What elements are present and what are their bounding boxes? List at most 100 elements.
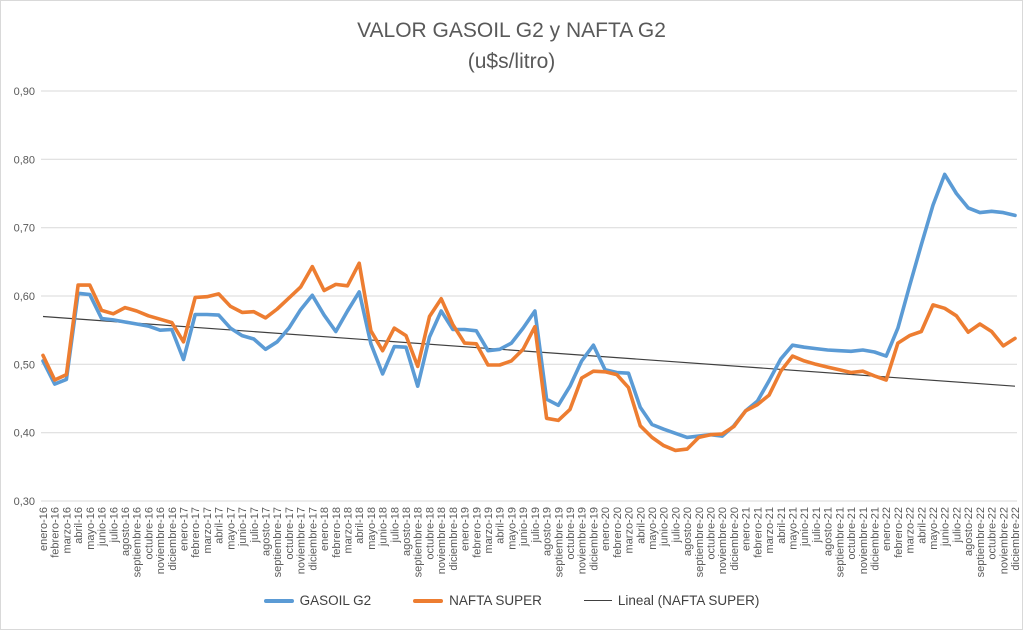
x-tick-label: mayo-17 (225, 507, 237, 550)
trendline-nafta-super[interactable] (42, 315, 1016, 387)
x-tick-label: febrero-18 (331, 507, 343, 558)
x-tick-label: octubre-22 (987, 507, 999, 560)
x-tick-label: septiembre-21 (834, 507, 846, 577)
y-tick-label: 0,60 (14, 291, 35, 303)
x-tick-label: diciembre-22 (1010, 507, 1022, 571)
x-tick-label: noviembre-22 (998, 507, 1010, 574)
x-tick-label: diciembre-18 (448, 507, 460, 571)
y-tick-label: 0,80 (14, 154, 35, 166)
legend-item-gasoil[interactable]: GASOIL G2 (263, 593, 372, 608)
x-tick-label: enero-20 (600, 507, 612, 551)
x-tick-label: junio-21 (799, 507, 811, 547)
x-tick-label: junio-18 (378, 507, 390, 547)
x-tick-label: abril-18 (354, 507, 366, 544)
x-tick-label: noviembre-16 (155, 507, 167, 574)
y-tick-label: 0,90 (14, 86, 35, 98)
x-tick-label: octubre-17 (284, 507, 296, 560)
x-tick-label: abril-19 (495, 507, 507, 544)
y-tick-label: 0,50 (14, 359, 35, 371)
x-tick-label: marzo-20 (624, 507, 636, 553)
x-tick-label: abril-22 (916, 507, 928, 544)
x-tick-label: agosto-16 (120, 507, 132, 556)
x-tick-label: septiembre-16 (132, 507, 144, 577)
x-tick-label: julio-22 (951, 507, 963, 543)
x-tick-label: enero-18 (319, 507, 331, 551)
x-tick-label: mayo-21 (788, 507, 800, 550)
chart-title[interactable]: VALOR GASOIL G2 y NAFTA G2 (u$s/litro) (1, 15, 1022, 77)
legend-label-gasoil: GASOIL G2 (299, 593, 372, 608)
x-tick-label: abril-17 (214, 507, 226, 544)
x-tick-label: septiembre-22 (975, 507, 987, 577)
chart-title-line1: VALOR GASOIL G2 y NAFTA G2 (357, 19, 666, 42)
x-tick-label: febrero-20 (612, 507, 624, 558)
series-gasoil-g2-line[interactable] (41, 172, 1017, 440)
x-tick-label: octubre-18 (425, 507, 437, 560)
x-tick-label: septiembre-17 (272, 507, 284, 577)
x-tick-label: agosto-20 (682, 507, 694, 556)
x-tick-label: octubre-16 (143, 507, 155, 560)
lineal-line-swatch (583, 599, 612, 602)
x-tick-label: noviembre-17 (296, 507, 308, 574)
x-tick-label: septiembre-18 (413, 507, 425, 577)
gasoil-line-swatch (263, 598, 294, 603)
x-tick-label: septiembre-19 (553, 507, 565, 577)
x-tick-label: febrero-21 (752, 507, 764, 558)
x-tick-label: noviembre-18 (436, 507, 448, 574)
x-tick-label: septiembre-20 (694, 507, 706, 577)
x-tick-label: junio-17 (237, 507, 249, 547)
x-tick-label: mayo-19 (506, 507, 518, 550)
x-tick-label: mayo-18 (366, 507, 378, 550)
legend-label-lineal: Lineal (NAFTA SUPER) (617, 593, 760, 608)
legend-item-nafta[interactable]: NAFTA SUPER (413, 593, 542, 608)
legend-item-lineal[interactable]: Lineal (NAFTA SUPER) (583, 593, 760, 608)
x-tick-label: octubre-21 (846, 507, 858, 560)
x-tick-label: marzo-22 (905, 507, 917, 553)
x-tick-label: mayo-22 (928, 507, 940, 550)
nafta-line-swatch (413, 598, 444, 603)
x-tick-label: junio-19 (518, 507, 530, 547)
legend-label-nafta: NAFTA SUPER (449, 593, 542, 608)
x-tick-label: marzo-16 (61, 507, 73, 553)
x-tick-label: noviembre-19 (577, 507, 589, 574)
x-tick-label: febrero-19 (471, 507, 483, 558)
x-tick-label: enero-22 (881, 507, 893, 551)
x-tick-label: febrero-22 (893, 507, 905, 558)
x-tick-label: agosto-22 (963, 507, 975, 556)
legend: GASOIL G2 NAFTA SUPER Lineal (NAFTA SUPE… (1, 593, 1022, 608)
x-tick-label: agosto-21 (823, 507, 835, 556)
y-tick-label: 0,40 (14, 428, 35, 440)
x-tick-label: marzo-19 (483, 507, 495, 553)
x-tick-label: abril-21 (776, 507, 788, 544)
x-tick-label: diciembre-21 (870, 507, 882, 571)
x-tick-label: agosto-18 (401, 507, 413, 556)
x-tick-label: mayo-20 (647, 507, 659, 550)
x-tick-label: marzo-17 (202, 507, 214, 553)
x-tick-label: mayo-16 (85, 507, 97, 550)
x-tick-label: enero-21 (741, 507, 753, 551)
x-tick-label: junio-20 (659, 507, 671, 547)
x-tick-label: julio-20 (670, 507, 682, 543)
chart-title-line2: (u$s/litro) (467, 50, 556, 73)
y-tick-label: 0,70 (14, 223, 35, 235)
x-tick-label: octubre-19 (565, 507, 577, 560)
x-tick-label: enero-17 (179, 507, 191, 551)
x-tick-label: julio-18 (389, 507, 401, 543)
x-tick-label: marzo-18 (343, 507, 355, 553)
x-tick-label: enero-19 (460, 507, 472, 551)
x-tick-label: agosto-19 (542, 507, 554, 556)
x-tick-label: julio-19 (530, 507, 542, 543)
x-tick-label: julio-17 (249, 507, 261, 543)
x-tick-label: julio-16 (108, 507, 120, 543)
x-tick-label: abril-20 (635, 507, 647, 544)
x-tick-label: julio-21 (811, 507, 823, 543)
x-tick-label: junio-16 (97, 507, 109, 547)
x-tick-label: febrero-17 (190, 507, 202, 558)
x-tick-label: diciembre-17 (307, 507, 319, 571)
series-nafta-super-line[interactable] (41, 261, 1017, 453)
x-tick-label: marzo-21 (764, 507, 776, 553)
x-tick-label: abril-16 (73, 507, 85, 544)
x-tick-label: diciembre-20 (729, 507, 741, 571)
x-tick-label: noviembre-20 (717, 507, 729, 574)
